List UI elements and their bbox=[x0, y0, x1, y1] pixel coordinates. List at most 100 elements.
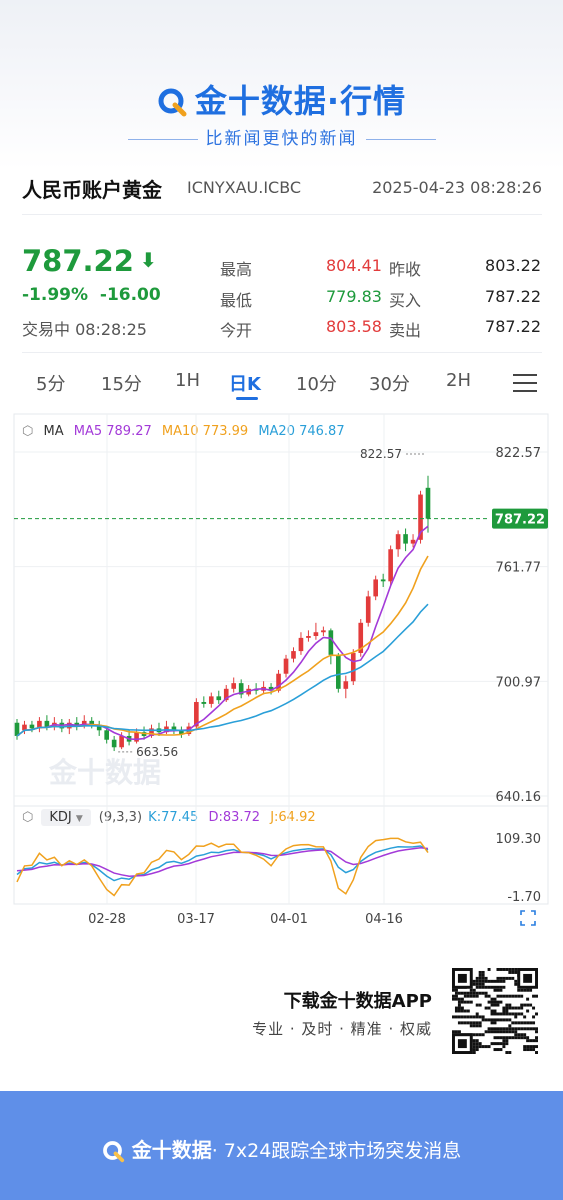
arrow-down-icon: ⬇ bbox=[139, 248, 157, 272]
quote-datetime: 2025-04-23 08:28:26 bbox=[372, 178, 542, 197]
tab-daily[interactable]: 日K bbox=[229, 374, 261, 395]
trading-status: 交易中 08:28:25 bbox=[22, 320, 147, 339]
kdj-d-line bbox=[16, 847, 429, 877]
fullscreen-icon[interactable] bbox=[520, 910, 536, 926]
x-tick-label: 03-17 bbox=[177, 912, 215, 927]
current-price-tag bbox=[492, 508, 548, 529]
candle bbox=[216, 696, 222, 701]
divider bbox=[22, 214, 542, 215]
candle bbox=[328, 630, 334, 655]
x-tick-label: 04-16 bbox=[365, 912, 403, 927]
ma5-line bbox=[16, 525, 429, 741]
low-value: 779.83 bbox=[326, 287, 382, 306]
footer-text: 金十数据· 7x24跟踪全球市场突发消息 bbox=[0, 1134, 563, 1164]
interval-tabs: 5分 15分 1H 日K 10分 30分 2H bbox=[0, 366, 563, 400]
high-label: 最高 bbox=[220, 260, 253, 279]
promo-subtitle: 专业 · 及时 · 精准 · 权威 bbox=[252, 1020, 432, 1038]
y-tick-label: 822.57 bbox=[496, 446, 542, 461]
candle bbox=[388, 549, 393, 582]
candle bbox=[283, 658, 289, 674]
prev-close-value: 803.22 bbox=[485, 256, 541, 275]
prev-close-label: 昨收 bbox=[389, 260, 422, 279]
high-value: 804.41 bbox=[326, 256, 382, 275]
candle bbox=[298, 637, 304, 652]
menu-icon[interactable] bbox=[513, 374, 537, 398]
open-value: 803.58 bbox=[326, 317, 382, 336]
bid-value: 787.22 bbox=[485, 287, 541, 306]
active-tab-indicator bbox=[236, 397, 258, 400]
promo-title: 下载金十数据APP bbox=[283, 991, 432, 1012]
max-annotation: 822.57 bbox=[360, 447, 402, 461]
watermark: 金十数据 bbox=[48, 756, 161, 789]
candle bbox=[268, 686, 274, 691]
candle bbox=[321, 630, 326, 633]
candle bbox=[194, 702, 199, 727]
candle bbox=[44, 720, 50, 727]
brand-text: 金十数据·行情 bbox=[194, 82, 407, 120]
y-tick-label: 640.16 bbox=[496, 790, 542, 805]
ma10-line bbox=[16, 555, 429, 737]
tab-2h[interactable]: 2H bbox=[446, 370, 471, 391]
candle bbox=[149, 728, 154, 736]
tab-10m[interactable]: 10分 bbox=[296, 374, 337, 395]
candle bbox=[276, 673, 281, 691]
divider bbox=[22, 352, 542, 353]
candlestick-chart[interactable]: 02-28 03-17 04-01 04-16 822.57 761.77 700.97 64… bbox=[0, 410, 563, 940]
low-label: 最低 bbox=[220, 291, 253, 310]
candle bbox=[231, 683, 237, 689]
candle bbox=[37, 720, 42, 729]
instrument-name: 人民币账户黄金 bbox=[22, 178, 162, 202]
bid-label: 买入 bbox=[389, 291, 422, 310]
kdj-tick-label: 109.30 bbox=[496, 832, 542, 847]
open-label: 今开 bbox=[220, 321, 253, 340]
chevron-down-icon: ▼ bbox=[75, 814, 83, 824]
ask-value: 787.22 bbox=[485, 317, 541, 336]
kdj-legend: ⬡ KDJ ▼ (9,3,3) K:77.45 D:83.72 J:64.92 bbox=[22, 809, 316, 826]
candle bbox=[425, 487, 431, 519]
candle bbox=[403, 534, 408, 544]
min-annotation: 663.56 bbox=[136, 745, 178, 759]
candle bbox=[365, 596, 371, 623]
tab-5m[interactable]: 5分 bbox=[36, 374, 66, 395]
brand-logo: 金十数据·行情 bbox=[0, 76, 563, 122]
tab-30m[interactable]: 30分 bbox=[369, 374, 410, 395]
candle bbox=[238, 683, 244, 695]
ma20-line bbox=[16, 603, 429, 737]
instrument-title-row: 人民币账户黄金 ICNYXAU.ICBC 2025-04-23 08:28:26 bbox=[22, 172, 542, 202]
footer-banner bbox=[0, 1091, 563, 1200]
candle bbox=[119, 735, 124, 748]
candle bbox=[201, 702, 207, 704]
instrument-code: ICNYXAU.ICBC bbox=[187, 178, 302, 197]
tagline: 比新闻更快的新闻 bbox=[0, 124, 563, 149]
candle bbox=[306, 636, 311, 638]
price-change: -1.99% -16.00 bbox=[22, 285, 161, 305]
tab-15m[interactable]: 15分 bbox=[101, 374, 142, 395]
candle bbox=[343, 681, 349, 689]
tab-1h[interactable]: 1H bbox=[175, 370, 200, 391]
candle bbox=[104, 730, 109, 740]
settings-icon[interactable]: ⬡ bbox=[22, 424, 34, 439]
candle bbox=[373, 579, 379, 597]
current-price-label: 787.22 bbox=[495, 513, 545, 528]
candle bbox=[380, 579, 386, 582]
candle bbox=[14, 722, 20, 736]
candle bbox=[291, 651, 296, 659]
y-tick-label: 700.97 bbox=[496, 675, 542, 690]
indicator-select[interactable]: KDJ ▼ bbox=[41, 809, 91, 826]
settings-icon[interactable]: ⬡ bbox=[22, 810, 34, 825]
candle bbox=[22, 724, 27, 731]
x-tick-label: 04-01 bbox=[270, 912, 308, 927]
candle bbox=[358, 622, 364, 653]
candle bbox=[336, 654, 341, 689]
candle bbox=[350, 652, 356, 682]
candle bbox=[89, 720, 95, 725]
candle bbox=[395, 534, 401, 550]
candle bbox=[29, 724, 35, 729]
candle bbox=[96, 724, 102, 731]
candle bbox=[208, 696, 214, 704]
jin10-logo-icon bbox=[102, 1140, 124, 1162]
candle bbox=[410, 539, 416, 544]
x-tick-label: 02-28 bbox=[88, 912, 126, 927]
candle bbox=[223, 688, 229, 701]
candle bbox=[179, 730, 184, 735]
